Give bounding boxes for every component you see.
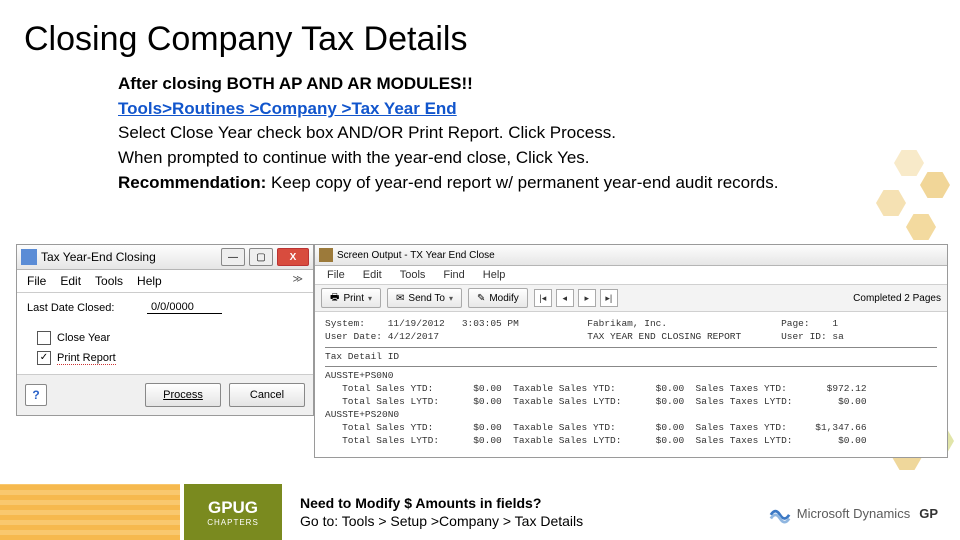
chevron-right-icon[interactable]: ≫ (293, 274, 303, 288)
modify-button[interactable]: ✎ Modify (468, 288, 528, 308)
menu-help[interactable]: Help (483, 269, 506, 281)
win1-title: Tax Year-End Closing (41, 250, 217, 264)
gp-text: GP (919, 506, 938, 521)
win1-menubar: File Edit Tools Help ≫ (17, 270, 313, 293)
menu-tools[interactable]: Tools (95, 274, 123, 288)
win2-menubar: File Edit Tools Find Help (315, 266, 947, 285)
page-title: Closing Company Tax Details (24, 20, 467, 59)
instruction-line: Select Close Year check box AND/OR Print… (118, 121, 938, 146)
gpug-logo: GPUG CHAPTERS (184, 484, 282, 540)
win1-form: Last Date Closed: 0/0/0000 Close Year ✓ … (17, 293, 313, 374)
page-prev-button[interactable]: ◂ (556, 289, 574, 307)
print-report-checkbox[interactable]: ✓ (37, 351, 51, 365)
tax-year-end-closing-window: Tax Year-End Closing — ▢ X File Edit Too… (16, 244, 314, 416)
recommendation-label: Recommendation: (118, 173, 266, 192)
microsoft-dynamics-logo: Microsoft Dynamics GP (769, 502, 938, 524)
ms-dynamics-text: Microsoft Dynamics (797, 506, 910, 521)
win2-titlebar[interactable]: Screen Output - TX Year End Close (315, 245, 947, 266)
menu-edit[interactable]: Edit (60, 274, 81, 288)
close-button[interactable]: X (277, 248, 309, 266)
process-button[interactable]: Process (145, 383, 221, 407)
cancel-button[interactable]: Cancel (229, 383, 305, 407)
minimize-button[interactable]: — (221, 248, 245, 266)
instruction-line: When prompted to continue with the year-… (118, 146, 938, 171)
menu-file[interactable]: File (27, 274, 46, 288)
page-last-button[interactable]: ▸| (600, 289, 618, 307)
menu-file[interactable]: File (327, 269, 345, 281)
instruction-line: After closing BOTH AP AND AR MODULES!! (118, 72, 938, 97)
print-button[interactable]: 🖶 Print▾ (321, 288, 381, 308)
footer-note-question: Need to Modify $ Amounts in fields? (300, 494, 583, 512)
last-date-closed-value[interactable]: 0/0/0000 (147, 301, 222, 314)
footer-stripe (0, 484, 180, 540)
screen-output-window: Screen Output - TX Year End Close File E… (314, 244, 948, 458)
menu-edit[interactable]: Edit (363, 269, 382, 281)
close-year-checkbox[interactable] (37, 331, 51, 345)
recommendation-text: Keep copy of year-end report w/ permanen… (266, 173, 778, 192)
dynamics-wave-icon (769, 502, 791, 524)
win2-title: Screen Output - TX Year End Close (337, 250, 495, 261)
last-date-closed-label: Last Date Closed: (27, 302, 137, 314)
help-icon[interactable]: ? (25, 384, 47, 406)
maximize-button[interactable]: ▢ (249, 248, 273, 266)
menu-tools[interactable]: Tools (400, 269, 426, 281)
app-icon (21, 249, 37, 265)
win1-button-bar: ? Process Cancel (17, 374, 313, 415)
print-report-label: Print Report (57, 352, 116, 365)
menu-help[interactable]: Help (137, 274, 162, 288)
report-icon (319, 248, 333, 262)
report-body: System: 11/19/2012 3:03:05 PM Fabrikam, … (315, 312, 947, 457)
page-next-button[interactable]: ▸ (578, 289, 596, 307)
win2-toolbar: 🖶 Print▾ ✉ Send To▾ ✎ Modify |◂ ◂ ▸ ▸| C… (315, 285, 947, 312)
gpug-text: GPUG (208, 498, 258, 518)
send-to-button[interactable]: ✉ Send To▾ (387, 288, 462, 308)
page-first-button[interactable]: |◂ (534, 289, 552, 307)
menu-path: Tools>Routines >Company >Tax Year End (118, 97, 938, 122)
page-controls: |◂ ◂ ▸ ▸| (534, 289, 618, 307)
hex-deco (906, 214, 936, 240)
footer-note-path: Go to: Tools > Setup >Company > Tax Deta… (300, 512, 583, 530)
instruction-block: After closing BOTH AP AND AR MODULES!! T… (118, 72, 938, 195)
completed-pages-label: Completed 2 Pages (853, 293, 941, 304)
menu-find[interactable]: Find (443, 269, 464, 281)
win1-titlebar[interactable]: Tax Year-End Closing — ▢ X (17, 245, 313, 270)
footer-note: Need to Modify $ Amounts in fields? Go t… (300, 494, 583, 530)
gpug-subtext: CHAPTERS (207, 518, 259, 527)
slide-footer: GPUG CHAPTERS Need to Modify $ Amounts i… (0, 474, 960, 540)
recommendation-line: Recommendation: Keep copy of year-end re… (118, 171, 938, 196)
close-year-label: Close Year (57, 332, 110, 344)
